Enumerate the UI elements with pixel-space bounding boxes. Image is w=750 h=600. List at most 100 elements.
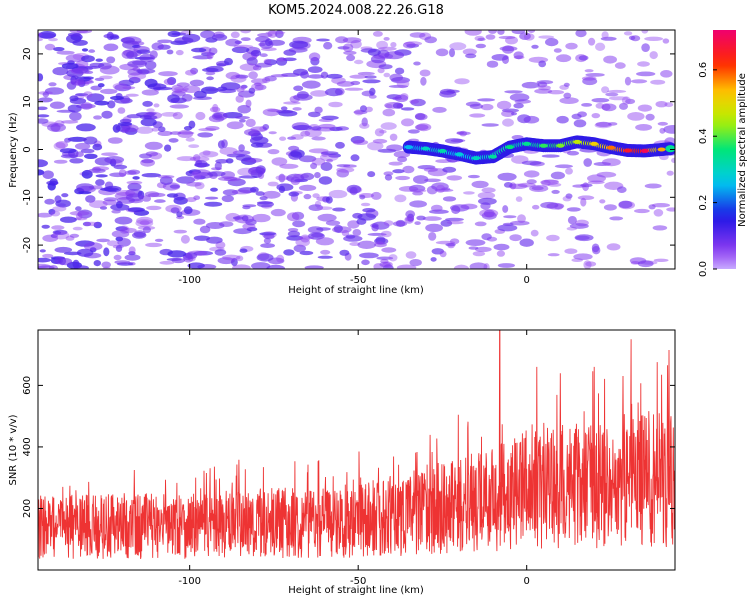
heatmap-cell	[235, 116, 250, 120]
heatmap-cell	[270, 208, 286, 217]
heatmap-cell	[103, 43, 119, 52]
heatmap-cell	[592, 246, 601, 255]
heatmap-cell	[190, 67, 199, 75]
heatmap-cell	[541, 154, 560, 158]
heatmap-cell	[173, 229, 187, 234]
heatmap-cell	[304, 265, 324, 269]
heatmap-cell	[335, 141, 345, 149]
heatmap-cell	[99, 206, 108, 210]
heatmap-cell	[356, 218, 367, 225]
heatmap-cell	[41, 224, 50, 229]
heatmap-cell	[244, 128, 260, 136]
heatmap-cell	[360, 105, 367, 113]
heatmap-cell	[124, 254, 141, 261]
heatmap-cell	[637, 260, 654, 268]
heatmap-cell	[420, 76, 427, 86]
heatmap-cell	[235, 95, 244, 103]
ridge-peak	[623, 148, 632, 153]
heatmap-cell	[236, 87, 245, 93]
heatmap-cell	[61, 193, 69, 198]
heatmap-cell	[122, 86, 136, 90]
heatmap-cell	[303, 193, 312, 200]
heatmap-cell	[92, 143, 103, 151]
x-tick-label: 0	[524, 275, 530, 286]
heatmap-cell	[103, 185, 122, 193]
y-tick-label: 200	[22, 499, 33, 518]
heatmap-cell	[666, 207, 675, 212]
heatmap-cell	[386, 144, 403, 152]
ridge-peak	[472, 156, 481, 161]
heatmap-cell	[545, 38, 559, 47]
heatmap-cell	[367, 171, 376, 178]
heatmap-cell	[562, 196, 572, 202]
heatmap-cell	[55, 199, 71, 208]
heatmap-cell	[159, 260, 175, 265]
heatmap-cell	[376, 40, 388, 50]
heatmap-cell	[583, 158, 592, 167]
heatmap-cell	[95, 58, 103, 62]
heatmap-cell	[596, 171, 617, 178]
heatmap-cell	[314, 106, 323, 114]
heatmap-cell	[139, 220, 150, 226]
heatmap-cell	[53, 142, 66, 150]
heatmap-cell	[117, 107, 126, 114]
heatmap-cell	[143, 115, 158, 120]
colorbar-tick-label: 0.4	[698, 128, 709, 144]
y-tick-label: -20	[22, 237, 33, 253]
heatmap-cell	[367, 141, 384, 151]
heatmap-cell	[310, 162, 318, 170]
heatmap-cell	[288, 47, 308, 53]
heatmap-cell	[655, 101, 668, 108]
heatmap-cell	[61, 62, 79, 70]
heatmap-cell	[219, 147, 238, 156]
heatmap-cell	[290, 149, 305, 158]
heatmap-cell	[540, 179, 559, 186]
heatmap-cell	[224, 57, 233, 66]
heatmap-cell	[325, 196, 333, 204]
heatmap-cell	[582, 182, 589, 192]
heatmap-cell	[75, 93, 88, 97]
heatmap-cell	[242, 205, 251, 210]
heatmap-cell	[316, 206, 333, 210]
heatmap-cell	[357, 240, 377, 249]
heatmap-cell	[268, 131, 277, 135]
heatmap-cell	[304, 128, 322, 138]
heatmap-cell	[205, 65, 224, 73]
heatmap-cell	[85, 195, 96, 203]
heatmap-cell	[523, 115, 540, 124]
heatmap-cell	[81, 55, 95, 63]
heatmap-cell	[93, 221, 103, 229]
heatmap-cell	[392, 102, 404, 109]
heatmap-cell	[368, 94, 377, 99]
heatmap-cell	[176, 176, 196, 184]
heatmap-cell	[412, 191, 424, 196]
heatmap-cell	[38, 257, 52, 263]
heatmap-cell	[230, 31, 240, 39]
heatmap-cell	[136, 49, 151, 55]
heatmap-cell	[145, 242, 163, 248]
heatmap-cell	[390, 42, 397, 48]
heatmap-cell	[325, 88, 343, 97]
heatmap-cell	[416, 215, 426, 221]
heatmap-cell	[69, 95, 79, 102]
heatmap-cell	[247, 166, 266, 176]
heatmap-cell	[474, 246, 492, 252]
ridge-peak	[421, 146, 430, 151]
heatmap-cell	[630, 79, 648, 84]
heatmap-cell	[195, 111, 206, 121]
heatmap-cell	[404, 216, 414, 224]
heatmap-cell	[567, 150, 579, 156]
ridge-core	[665, 145, 675, 153]
heatmap-cell	[262, 190, 281, 199]
heatmap-cell	[171, 257, 186, 264]
heatmap-cell	[445, 217, 464, 222]
heatmap-cell	[371, 221, 390, 230]
heatmap-cell	[300, 130, 311, 137]
heatmap-cell	[497, 172, 517, 181]
heatmap-cell	[367, 232, 387, 236]
heatmap-cell	[375, 241, 384, 245]
ridge-peak	[455, 152, 464, 157]
heatmap-cell	[374, 128, 385, 137]
heatmap-cell	[204, 201, 223, 207]
